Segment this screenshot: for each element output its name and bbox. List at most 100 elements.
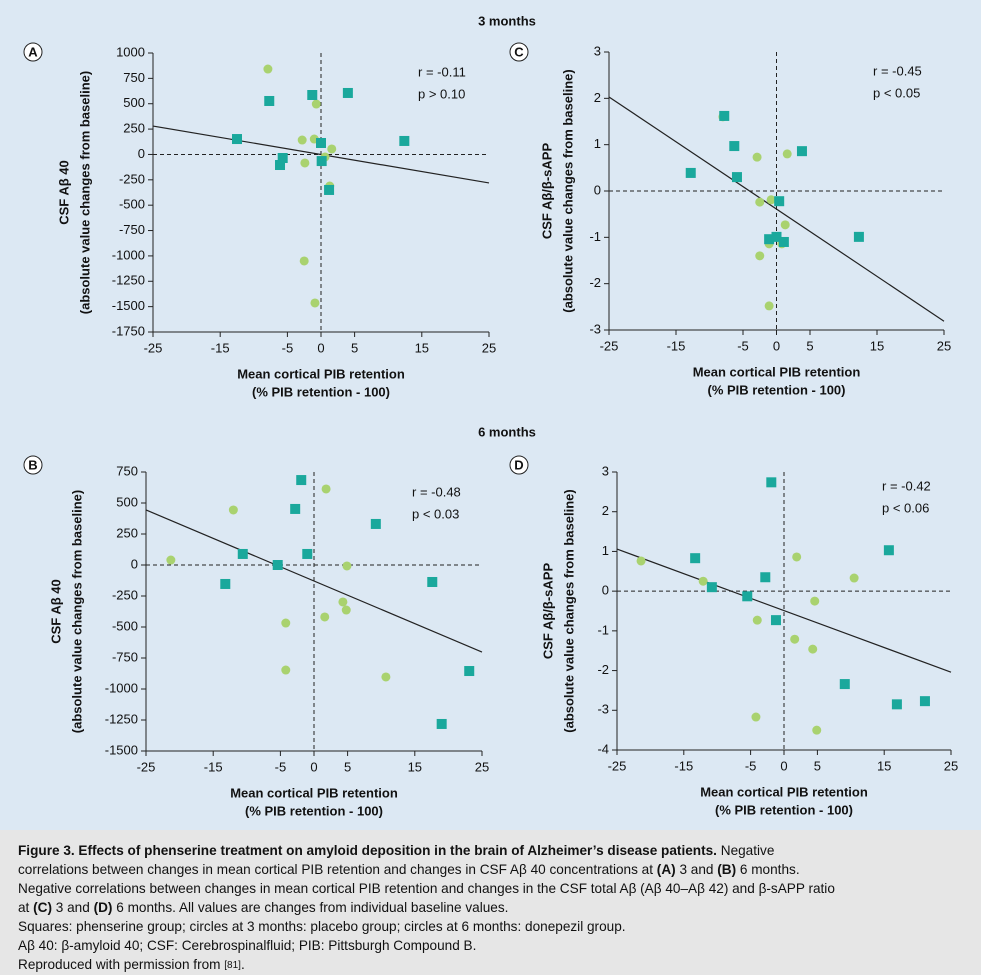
scatter-chart: 3 2 1 0 -1 -2 -3 -4 -25 -15 -5 0 5 15 25 CSF Aβ/β-sAPP (… bbox=[509, 455, 958, 817]
circle-point bbox=[341, 605, 351, 615]
y-tick-label: 1 bbox=[594, 136, 601, 151]
square-point bbox=[316, 137, 326, 148]
x-tick-label: -15 bbox=[674, 758, 693, 773]
x-tick-label: 25 bbox=[482, 340, 496, 355]
y-tick-label: -1250 bbox=[112, 273, 145, 288]
annotation: p < 0.06 bbox=[882, 500, 929, 515]
circle-point bbox=[792, 552, 802, 562]
panel-badge bbox=[23, 455, 43, 475]
square-point bbox=[220, 578, 231, 589]
circle-point bbox=[755, 197, 765, 207]
square-point bbox=[853, 231, 864, 242]
y-tick-label: -500 bbox=[119, 197, 145, 212]
y-tick-label: -750 bbox=[112, 649, 138, 664]
circle-point bbox=[327, 144, 337, 154]
x-tick-label: 5 bbox=[351, 340, 358, 355]
circle-point bbox=[766, 195, 776, 205]
y-tick-label: -4 bbox=[597, 741, 609, 756]
y-tick-label: -1 bbox=[597, 622, 609, 637]
circle-point bbox=[752, 152, 762, 162]
y-tick-label: 500 bbox=[116, 494, 138, 509]
caption-line: Squares: phenserine group; circles at 3 … bbox=[18, 919, 626, 934]
y-tick-label: 3 bbox=[594, 43, 601, 58]
y-axis-label: (absolute value changes from baseline) bbox=[77, 71, 92, 314]
y-tick-label: 0 bbox=[131, 556, 138, 571]
x-tick-label: -15 bbox=[667, 338, 686, 353]
trend-line bbox=[145, 509, 483, 653]
caption-run: Negative correlations between changes in… bbox=[18, 881, 835, 896]
y-tick-label: -1500 bbox=[105, 742, 138, 757]
caption-run: (C) bbox=[33, 900, 52, 915]
y-tick-label: 250 bbox=[123, 121, 145, 136]
y-tick-label: -1000 bbox=[105, 680, 138, 695]
caption-run: Negative bbox=[717, 843, 774, 858]
circle-point bbox=[812, 725, 822, 735]
annotation: r = -0.45 bbox=[873, 63, 922, 78]
y-axis-label: CSF Aβ 40 bbox=[56, 160, 71, 225]
circle-point bbox=[810, 596, 820, 606]
annotation: r = -0.48 bbox=[412, 484, 461, 499]
caption-run: at bbox=[18, 900, 33, 915]
circle-point bbox=[849, 573, 859, 583]
square-point bbox=[264, 95, 275, 106]
panel-badge bbox=[509, 455, 529, 475]
caption-run: Aβ 40: β-amyloid 40; CSF: Cerebrospinalf… bbox=[18, 938, 476, 953]
x-tick-label: 15 bbox=[877, 758, 891, 773]
caption-background bbox=[0, 830, 981, 975]
y-tick-label: 0 bbox=[594, 182, 601, 197]
x-tick-label: -5 bbox=[282, 340, 294, 355]
square-point bbox=[685, 167, 696, 178]
annotation: r = -0.42 bbox=[882, 478, 931, 493]
panel-label: A bbox=[28, 44, 38, 59]
y-tick-label: -1250 bbox=[105, 711, 138, 726]
square-point bbox=[436, 718, 447, 729]
x-tick-label: 25 bbox=[475, 759, 489, 774]
circle-point bbox=[782, 149, 792, 159]
y-tick-label: -1500 bbox=[112, 298, 145, 313]
x-tick-label: -15 bbox=[204, 759, 223, 774]
square-point bbox=[370, 518, 381, 529]
caption: Figure 3. Effects of phenserine treatmen… bbox=[18, 843, 835, 972]
x-axis-label: (% PIB retention - 100) bbox=[252, 384, 390, 399]
square-point bbox=[290, 503, 301, 514]
y-tick-label: 2 bbox=[602, 503, 609, 518]
x-tick-label: 25 bbox=[937, 338, 951, 353]
x-tick-label: 0 bbox=[310, 759, 317, 774]
trend-line bbox=[616, 548, 952, 673]
caption-line: Negative correlations between changes in… bbox=[18, 881, 835, 896]
y-tick-label: 250 bbox=[116, 525, 138, 540]
square-point bbox=[272, 560, 283, 570]
square-point bbox=[778, 236, 789, 247]
circle-point bbox=[342, 561, 352, 571]
y-tick-label: 2 bbox=[594, 90, 601, 105]
x-tick-label: -25 bbox=[137, 759, 156, 774]
y-tick-label: 500 bbox=[123, 95, 145, 110]
y-tick-label: -750 bbox=[119, 222, 145, 237]
square-point bbox=[427, 576, 438, 587]
x-tick-label: 15 bbox=[408, 759, 422, 774]
square-point bbox=[316, 156, 327, 167]
circle-point bbox=[281, 618, 291, 628]
circle-point bbox=[698, 576, 708, 586]
square-point bbox=[771, 231, 782, 242]
circle-point bbox=[281, 665, 291, 675]
x-tick-label: -25 bbox=[608, 758, 627, 773]
caption-line: Aβ 40: β-amyloid 40; CSF: Cerebrospinalf… bbox=[18, 938, 476, 953]
square-point bbox=[760, 572, 771, 583]
square-point bbox=[919, 696, 930, 707]
square-point bbox=[342, 87, 353, 98]
circle-point bbox=[299, 256, 309, 266]
square-point bbox=[399, 135, 410, 146]
trend-line bbox=[608, 96, 945, 322]
circle-point bbox=[790, 634, 800, 644]
caption-run: (B) bbox=[717, 862, 736, 877]
circle-point bbox=[311, 99, 321, 109]
y-axis-label: CSF Aβ/β-sAPP bbox=[539, 143, 554, 240]
square-point bbox=[324, 184, 335, 195]
caption-run: Reproduced with permission from bbox=[18, 957, 224, 972]
caption-run: 3 and bbox=[676, 862, 718, 877]
x-axis-label: Mean cortical PIB retention bbox=[237, 366, 405, 381]
square-point bbox=[275, 160, 286, 171]
square-point bbox=[731, 172, 742, 183]
